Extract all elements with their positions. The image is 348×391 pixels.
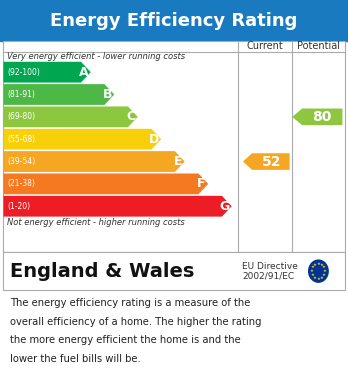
Text: EU Directive: EU Directive: [242, 262, 298, 271]
Text: The energy efficiency rating is a measure of the: The energy efficiency rating is a measur…: [10, 298, 251, 308]
Text: ★: ★: [311, 265, 315, 269]
Text: Very energy efficient - lower running costs: Very energy efficient - lower running co…: [7, 52, 185, 61]
Bar: [0, 0, 348, 41]
Polygon shape: [3, 129, 161, 150]
Text: C: C: [126, 110, 135, 123]
Bar: [3, 252, 345, 290]
Polygon shape: [3, 174, 208, 194]
Circle shape: [308, 260, 329, 283]
Text: E: E: [174, 155, 182, 168]
Text: ★: ★: [320, 263, 324, 267]
Text: ★: ★: [313, 276, 317, 280]
Text: (39-54): (39-54): [8, 157, 36, 166]
Text: F: F: [197, 178, 205, 190]
Text: ★: ★: [316, 276, 321, 281]
Text: Current: Current: [247, 41, 284, 51]
Polygon shape: [243, 153, 290, 170]
Text: ★: ★: [316, 262, 321, 266]
Text: ★: ★: [313, 263, 317, 267]
Text: B: B: [103, 88, 112, 101]
Text: (1-20): (1-20): [8, 202, 31, 211]
Text: Not energy efficient - higher running costs: Not energy efficient - higher running co…: [7, 218, 185, 228]
Text: (69-80): (69-80): [8, 112, 36, 121]
Text: ★: ★: [322, 265, 326, 269]
Text: (92-100): (92-100): [8, 68, 40, 77]
Text: England & Wales: England & Wales: [10, 262, 195, 281]
Text: lower the fuel bills will be.: lower the fuel bills will be.: [10, 354, 141, 364]
Polygon shape: [3, 196, 232, 217]
Text: overall efficiency of a home. The higher the rating: overall efficiency of a home. The higher…: [10, 317, 262, 327]
Text: ★: ★: [323, 269, 327, 273]
Polygon shape: [3, 106, 138, 127]
Text: ★: ★: [322, 273, 326, 277]
Text: 2002/91/EC: 2002/91/EC: [242, 271, 294, 280]
Text: Energy Efficiency Rating: Energy Efficiency Rating: [50, 11, 298, 30]
Text: (21-38): (21-38): [8, 179, 35, 188]
Polygon shape: [292, 109, 342, 125]
Text: G: G: [220, 200, 230, 213]
Text: ★: ★: [311, 273, 315, 277]
Text: ★: ★: [320, 276, 324, 280]
Text: (81-91): (81-91): [8, 90, 35, 99]
Polygon shape: [3, 84, 114, 105]
Bar: [3, 41, 345, 252]
Text: ★: ★: [310, 269, 314, 273]
Text: 52: 52: [262, 154, 281, 169]
Text: the more energy efficient the home is and the: the more energy efficient the home is an…: [10, 335, 241, 346]
Text: Potential: Potential: [297, 41, 340, 51]
Text: D: D: [149, 133, 159, 146]
Text: (55-68): (55-68): [8, 135, 36, 144]
Polygon shape: [3, 62, 91, 83]
Text: A: A: [79, 66, 89, 79]
Text: 80: 80: [313, 110, 332, 124]
Polygon shape: [3, 151, 185, 172]
